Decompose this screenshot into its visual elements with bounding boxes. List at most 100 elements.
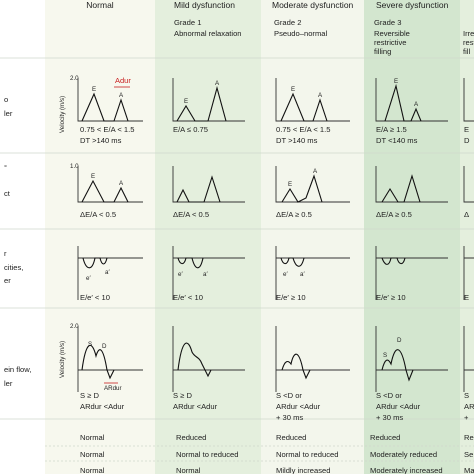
tissue-e-normal: e′	[86, 275, 91, 282]
pulm-criteria-normal-1: S ≥ D	[80, 391, 99, 400]
pulmonary-vein-row: Velocity (m/s) 2.0 S D ARdur S D S ≥ D A…	[59, 323, 474, 422]
header-moderate: Moderate dysfunction	[272, 0, 354, 10]
row-separators	[0, 57, 474, 420]
mitral-e-grade1: E	[184, 98, 188, 105]
grade-1-desc: Abnormal relaxation	[174, 29, 242, 38]
row-label-tissue-2: cities,	[4, 263, 23, 272]
valsalva-row: 1.0 E A E A ΔE/A < 0.5 ΔE/A < 0.5 ΔE/A ≥…	[70, 163, 474, 219]
mitral-criteria-grade3-1: E/A ≥ 1.5	[376, 125, 407, 134]
summary-2-normal: Normal	[80, 450, 105, 459]
summary-3-normal: Normal	[80, 466, 105, 474]
column-grade4-bg	[460, 0, 474, 474]
mitral-e-grade2: E	[291, 86, 295, 93]
summary-3-grade2: Mildly increased	[276, 466, 330, 474]
pulm-wave-grade2	[281, 353, 311, 380]
row-label-valsalva-1: °	[4, 163, 7, 172]
valsalva-a-normal: A	[119, 180, 124, 187]
tissue-a-normal: a′	[105, 269, 110, 276]
pulm-criteria-grade3-1: S <D or	[376, 391, 402, 400]
tissue-axis-grade1	[172, 246, 245, 300]
valsalva-wave-grade2	[281, 174, 323, 203]
mitral-a-grade3: A	[414, 101, 419, 108]
grade-4-desc-1: Irre	[463, 29, 474, 38]
mitral-wave-normal	[81, 92, 129, 122]
summary-1-grade3: Reduced	[370, 433, 400, 442]
column-headers: Normal Mild dysfunction Moderate dysfunc…	[86, 0, 474, 56]
tissue-wave-grade1	[177, 257, 204, 269]
pulm-criteria-grade4-2: AR	[464, 402, 474, 411]
grade-3-desc-1: Reversible	[374, 29, 410, 38]
mitral-a-normal: A	[119, 92, 124, 99]
pulm-criteria-grade1-1: S ≥ D	[173, 391, 192, 400]
valsalva-criteria-normal: ΔE/A < 0.5	[80, 210, 116, 219]
pulm-d-normal: D	[102, 343, 107, 350]
mitral-criteria-grade4-2: D	[464, 136, 470, 145]
pulm-criteria-grade3-3: + 30 ms	[376, 413, 403, 422]
valsalva-wave-normal	[81, 179, 129, 203]
adur-label: Adur	[115, 76, 131, 85]
mitral-criteria-grade1-1: E/A ≤ 0.75	[173, 125, 208, 134]
row-label-pulm-1: ein flow,	[4, 365, 31, 374]
row-label-column	[0, 0, 45, 474]
grade-3-label: Grade 3	[374, 18, 401, 27]
pulm-wave-grade1	[177, 342, 212, 378]
mitral-criteria-grade2-2: DT >140 ms	[276, 136, 318, 145]
pulm-criteria-grade3-2: ARdur <Adur	[376, 402, 421, 411]
row-label-pulm-2: ler	[4, 379, 13, 388]
mitral-criteria-grade2-1: 0.75 < E/A < 1.5	[276, 125, 330, 134]
tissue-axis-grade3	[375, 246, 448, 300]
row-labels: o ler ° ct r cities, er ein flow, ler	[4, 95, 31, 388]
tissue-criteria-grade4: E	[464, 293, 469, 302]
summary-3-grade4: Ma	[464, 466, 474, 474]
pulm-axis-grade4	[463, 326, 474, 392]
mitral-axis-grade2	[275, 78, 350, 122]
valsalva-e-grade2: E	[288, 181, 292, 188]
summary-1-grade4: Re	[464, 433, 474, 442]
tissue-a-grade1: a′	[203, 271, 208, 278]
summary-3-grade1: Normal	[176, 466, 201, 474]
grade-4-desc-2: rest	[463, 38, 474, 47]
tissue-axis-grade4	[463, 246, 474, 300]
mitral-axis-grade3	[375, 78, 448, 122]
row-label-tissue-3: er	[4, 276, 11, 285]
pulm-criteria-grade4-1: S	[464, 391, 469, 400]
summary-1-grade1: Reduced	[176, 433, 206, 442]
tissue-criteria-grade2: E/e′ ≥ 10	[276, 293, 306, 302]
tissue-criteria-grade3: E/e′ ≥ 10	[376, 293, 406, 302]
row-label-valsalva-2: ct	[4, 189, 11, 198]
pulm-criteria-grade4-3: +	[464, 413, 469, 422]
tissue-wave-grade3	[381, 257, 406, 265]
row-label-mitral-2: ler	[4, 109, 13, 118]
header-severe: Severe dysfunction	[376, 0, 449, 10]
pulm-wave-normal	[81, 344, 115, 380]
tissue-doppler-row: e′ a′ e′ a′ e′ a′ E/e′ < 10 E/e′ < 10 E/…	[77, 246, 474, 302]
summary-2-grade2: Normal to reduced	[276, 450, 338, 459]
pulm-s-normal: S	[88, 341, 92, 348]
tissue-e-grade1: e′	[178, 271, 183, 278]
grade-3-desc-3: filling	[374, 47, 391, 56]
summary-1-grade2: Reduced	[276, 433, 306, 442]
row-label-tissue-1: r	[4, 249, 7, 258]
valsalva-axis-normal	[77, 166, 143, 203]
pulm-axis-normal	[77, 326, 143, 392]
valsalva-criteria-grade1: ΔE/A < 0.5	[173, 210, 209, 219]
velocity-axis-label-4: Velocity (m/s)	[59, 341, 66, 378]
summary-rows: Normal Reduced Reduced Reduced Re Normal…	[45, 433, 474, 474]
pulm-criteria-normal-2: ARdur <Adur	[80, 402, 125, 411]
mitral-a-grade2: A	[318, 92, 323, 99]
mitral-e-normal: E	[92, 86, 96, 93]
column-grade3-bg	[364, 0, 460, 474]
valsalva-criteria-grade4: Δ	[464, 210, 469, 219]
valsalva-e-normal: E	[91, 173, 95, 180]
mitral-a-grade1: A	[215, 80, 220, 87]
pulm-criteria-grade1-2: ARdur <Adur	[173, 402, 218, 411]
valsalva-axis-grade1	[172, 166, 245, 203]
pulm-criteria-grade2-2: ARdur <Adur	[276, 402, 321, 411]
column-normal-bg	[45, 0, 155, 474]
tissue-criteria-normal: E/e′ < 10	[80, 293, 110, 302]
grade-1-label: Grade 1	[174, 18, 201, 27]
mitral-axis-grade4	[463, 78, 474, 122]
row-label-mitral-1: o	[4, 95, 8, 104]
mitral-wave-grade2	[280, 92, 328, 122]
